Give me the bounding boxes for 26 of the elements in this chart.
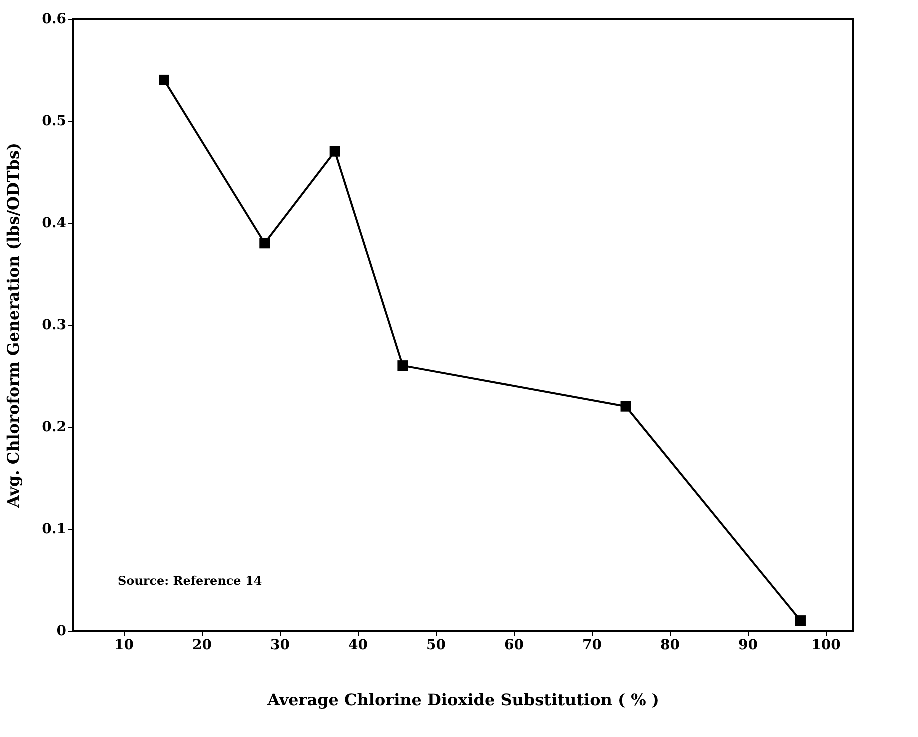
- y-tick-label: 0.3: [42, 318, 66, 334]
- y-tick-label: 0: [56, 624, 67, 640]
- x-tick-label: 100: [812, 638, 842, 654]
- point: [795, 616, 806, 626]
- y-tick-label: 0.4: [42, 216, 67, 232]
- x-tick-label: 50: [426, 638, 446, 654]
- point: [398, 360, 408, 372]
- y-tick-label: 0.1: [42, 522, 66, 538]
- x-tick-label: 60: [504, 638, 524, 654]
- x-tick-label: 30: [270, 638, 290, 654]
- x-tick-label: 70: [582, 638, 602, 654]
- point: [260, 238, 270, 249]
- y-tick-label: 0.6: [42, 12, 66, 28]
- point: [620, 401, 632, 412]
- x-axis-title: Average Chlorine Dioxide Substitution ( % ): [266, 690, 660, 710]
- x-tick-label: 90: [738, 638, 758, 654]
- x-tick-label: 80: [660, 638, 680, 654]
- x-tick-label: 20: [192, 638, 212, 654]
- point: [159, 74, 170, 86]
- annotation: Source: Reference 14: [118, 574, 262, 588]
- y-tick-label: 0.2: [42, 420, 66, 436]
- y-axis-title: Avg. Chloroform Generation (lbs/ODTbs): [4, 142, 24, 510]
- x-tick-label: 10: [114, 638, 134, 654]
- x-tick-label: 40: [348, 638, 368, 654]
- y-tick-label: 0.5: [42, 114, 66, 130]
- point: [330, 146, 340, 157]
